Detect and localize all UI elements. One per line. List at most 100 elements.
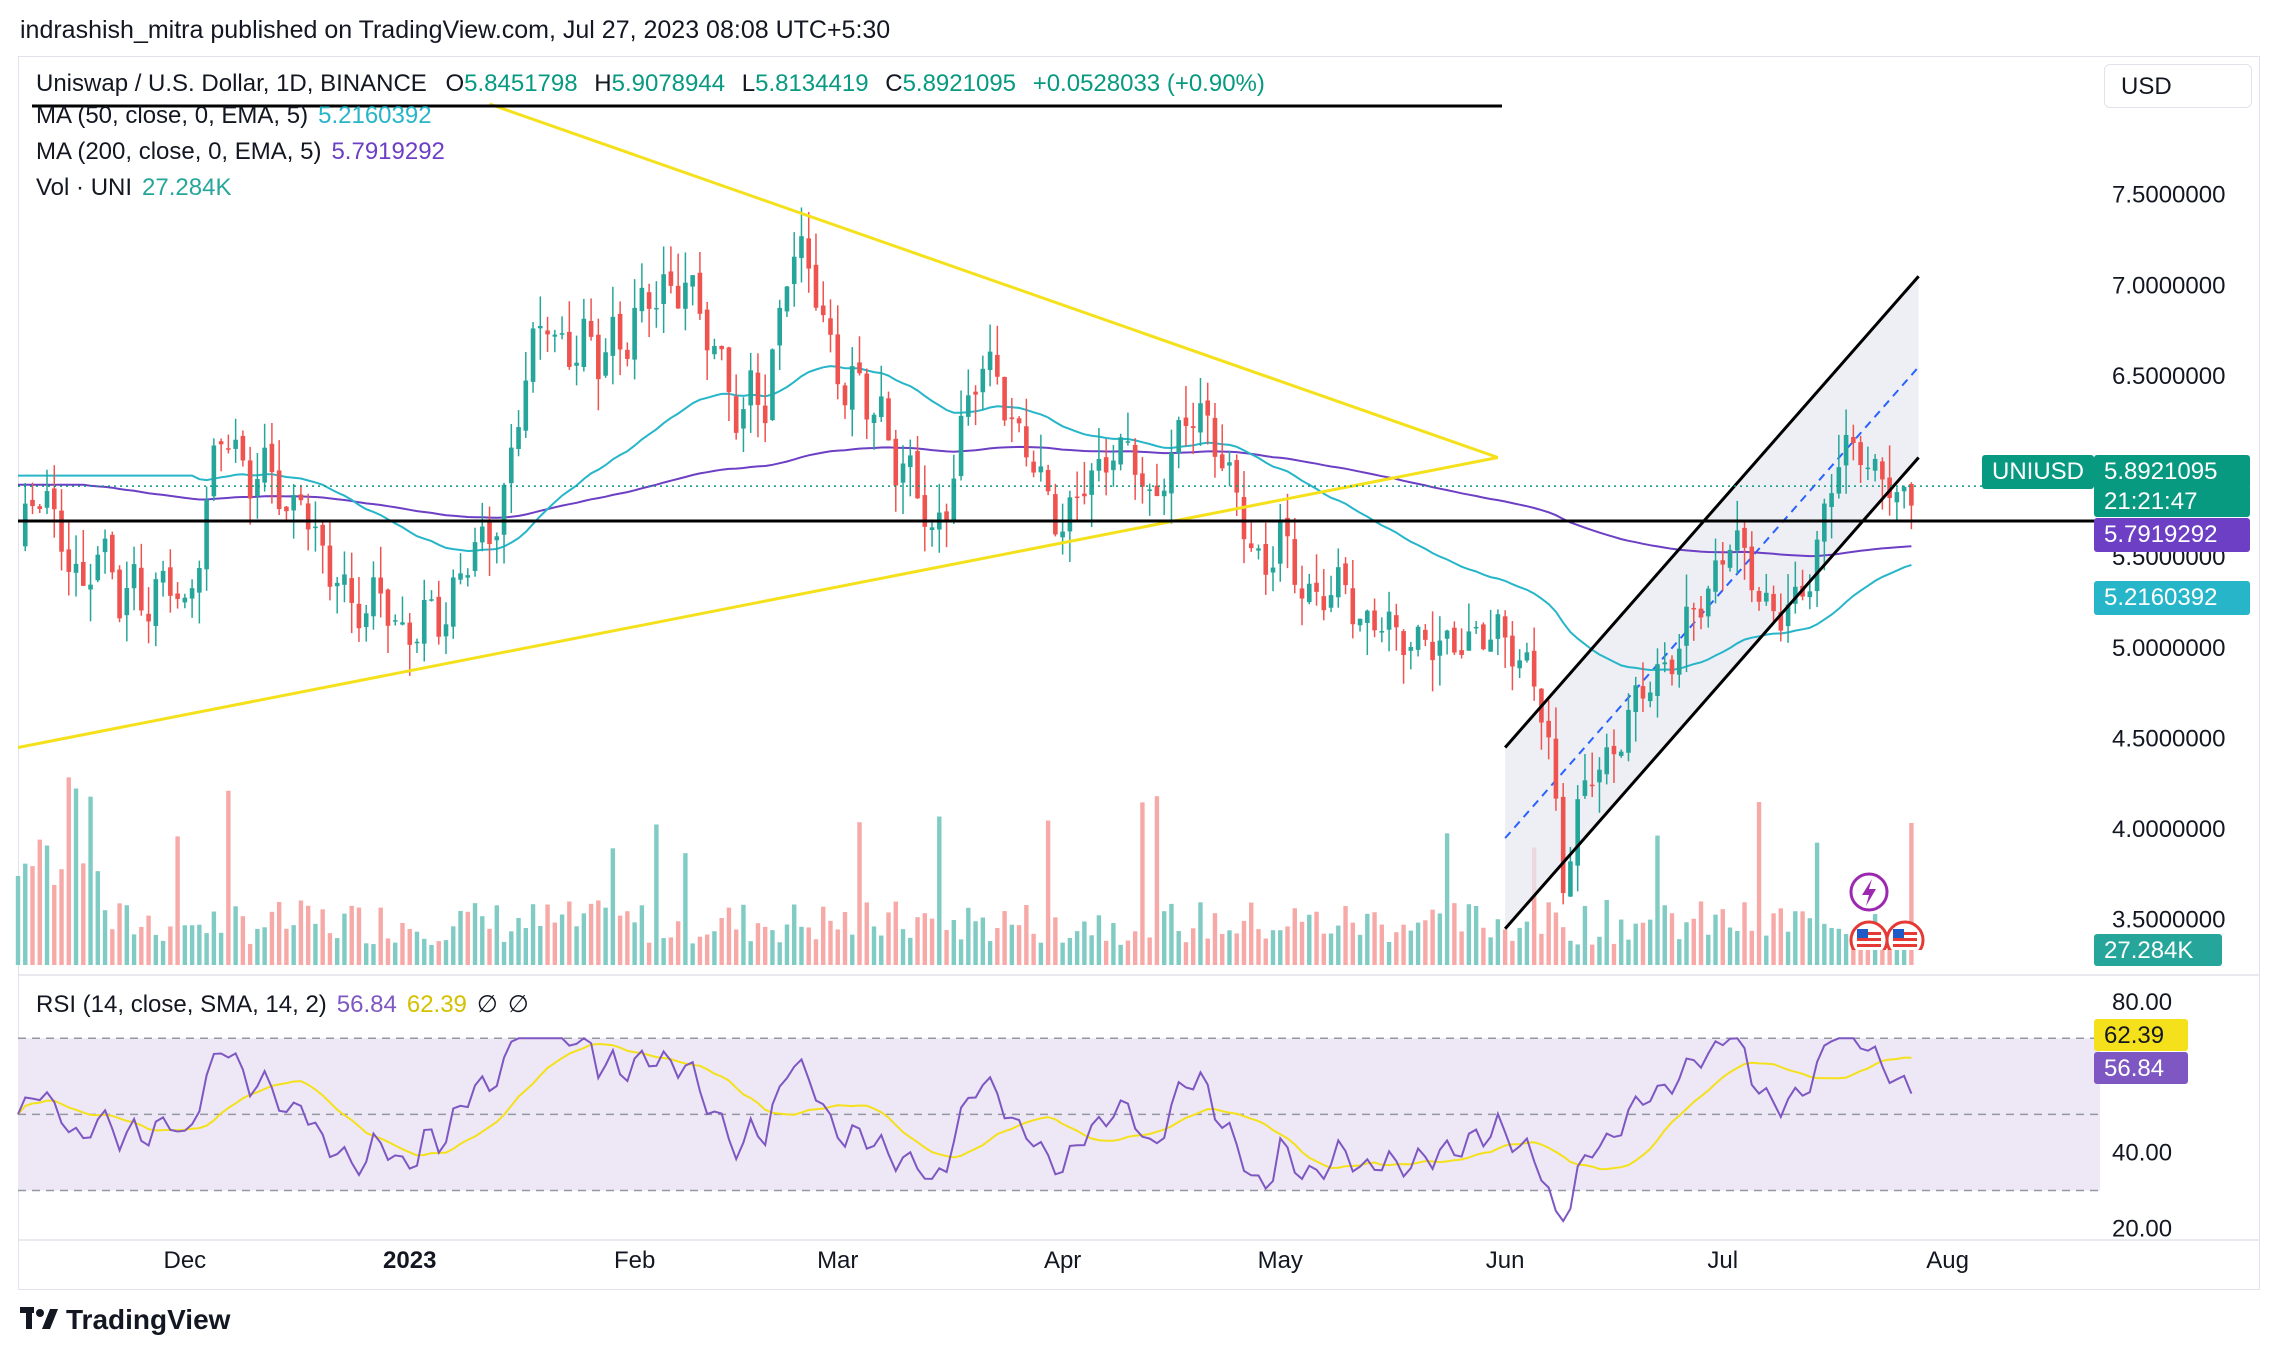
candle-body	[197, 568, 202, 593]
candle-body	[523, 380, 529, 431]
volume-bar	[255, 928, 260, 965]
candle-body	[1060, 531, 1065, 538]
volume-bar	[371, 944, 376, 965]
volume-bar	[697, 936, 703, 965]
candle-body	[465, 575, 471, 578]
us-flag-event-icon-2[interactable]	[1885, 920, 1925, 950]
volume-bar	[1814, 842, 1820, 965]
legend-volume[interactable]: Vol · UNI 27.284K	[36, 174, 231, 202]
candle-body	[479, 526, 485, 543]
volume-bar	[1793, 911, 1798, 965]
candle-body	[1103, 457, 1109, 473]
candle-body	[1568, 861, 1573, 897]
volume-bar	[995, 928, 1000, 965]
candle-body	[567, 331, 572, 367]
chart-frame	[18, 56, 2260, 1290]
candle-body	[1517, 660, 1522, 669]
volume-bar	[465, 911, 470, 965]
candle-body	[1314, 582, 1319, 592]
candle-body	[951, 478, 957, 521]
volume-bar	[1285, 926, 1290, 965]
volume-bar	[378, 907, 383, 965]
volume-bar	[1270, 930, 1276, 965]
candle-body	[842, 385, 848, 406]
volume-bar	[1249, 902, 1254, 965]
rsi-line	[17, 1037, 1913, 1223]
volume-bar	[842, 912, 848, 965]
volume-bar	[356, 907, 362, 965]
candle-body	[255, 478, 260, 497]
event-markers[interactable]	[1845, 870, 1965, 950]
candle-body	[342, 574, 347, 585]
volume-bar	[102, 910, 108, 965]
candle-body	[726, 347, 732, 393]
volume-bar	[1677, 939, 1682, 965]
candle-body	[668, 271, 674, 286]
lightning-event-icon[interactable]	[1849, 872, 1889, 912]
legend-ma200[interactable]: MA (200, close, 0, EMA, 5) 5.7919292	[36, 138, 445, 166]
x-tick-label: Feb	[614, 1247, 655, 1274]
volume-bar	[1176, 931, 1181, 965]
candle-body	[1909, 484, 1914, 506]
candle-body	[1306, 583, 1312, 603]
volume-bar	[1401, 924, 1406, 965]
moving-averages	[18, 365, 1912, 672]
currency-button[interactable]: USD	[2104, 64, 2252, 108]
x-tick-label: Apr	[1044, 1247, 1081, 1274]
rsi-tick-label: 40.00	[2112, 1139, 2172, 1166]
us-flag-event-icon[interactable]	[1849, 920, 1889, 950]
volume-bar	[1495, 919, 1501, 965]
volume-bar	[313, 923, 318, 965]
legend-ma50[interactable]: MA (50, close, 0, EMA, 5) 5.2160392	[36, 102, 432, 130]
candle-body	[559, 333, 565, 335]
candle-body	[1212, 417, 1218, 457]
candle-body	[697, 272, 703, 314]
volume-bar	[545, 904, 550, 965]
candle-body	[1727, 549, 1733, 568]
candle-body	[356, 603, 362, 629]
candle-body	[182, 597, 188, 603]
volume-bar	[1212, 913, 1218, 965]
volume-bar	[146, 915, 151, 965]
candle-body	[1618, 751, 1624, 756]
volume-bar	[762, 926, 768, 965]
volume-bar	[81, 863, 86, 965]
candle-body	[1858, 442, 1863, 466]
candle-body	[1894, 492, 1900, 503]
candle-body	[1234, 460, 1240, 493]
candle-body	[429, 599, 434, 601]
candle-body	[1872, 458, 1878, 471]
tradingview-brand[interactable]: TradingView	[20, 1304, 230, 1338]
last-price-tag: 5.8921095	[2094, 455, 2250, 489]
volume-bar	[1082, 921, 1087, 965]
volume-bar	[748, 941, 753, 965]
axis-labels: Dec 2023 Feb Mar Apr May Jun Jul Aug 7.5000000 7.0…	[18, 182, 2260, 1274]
channel-lower-line	[1504, 456, 1920, 930]
volume-bar	[197, 924, 202, 965]
volume-bar	[821, 906, 826, 965]
volume-bar	[1640, 922, 1646, 965]
legend-rsi[interactable]: RSI (14, close, SMA, 14, 2) 56.84 62.39 ∅ ∅	[36, 990, 529, 1019]
candle-body	[59, 510, 64, 552]
volume-bar	[15, 876, 21, 965]
candle-body	[835, 334, 841, 385]
candle-body	[1328, 595, 1334, 608]
ma50-line	[18, 365, 1912, 672]
volume-bar	[52, 884, 57, 965]
candle-body	[1473, 626, 1479, 629]
volume-bar	[1321, 933, 1326, 965]
candle-body	[1408, 647, 1414, 651]
volume-bar	[1372, 912, 1377, 965]
volume-bar	[117, 903, 122, 965]
candle-body	[371, 577, 376, 617]
volume-bar	[1336, 925, 1341, 965]
volume-bar	[1539, 933, 1544, 965]
volume-bar	[726, 907, 732, 965]
volume-bar	[799, 926, 804, 965]
volume-bar	[813, 939, 819, 965]
volume-bar	[516, 917, 521, 965]
candle-body	[233, 439, 238, 449]
candle-body	[552, 334, 558, 337]
volume-bar	[929, 918, 935, 965]
